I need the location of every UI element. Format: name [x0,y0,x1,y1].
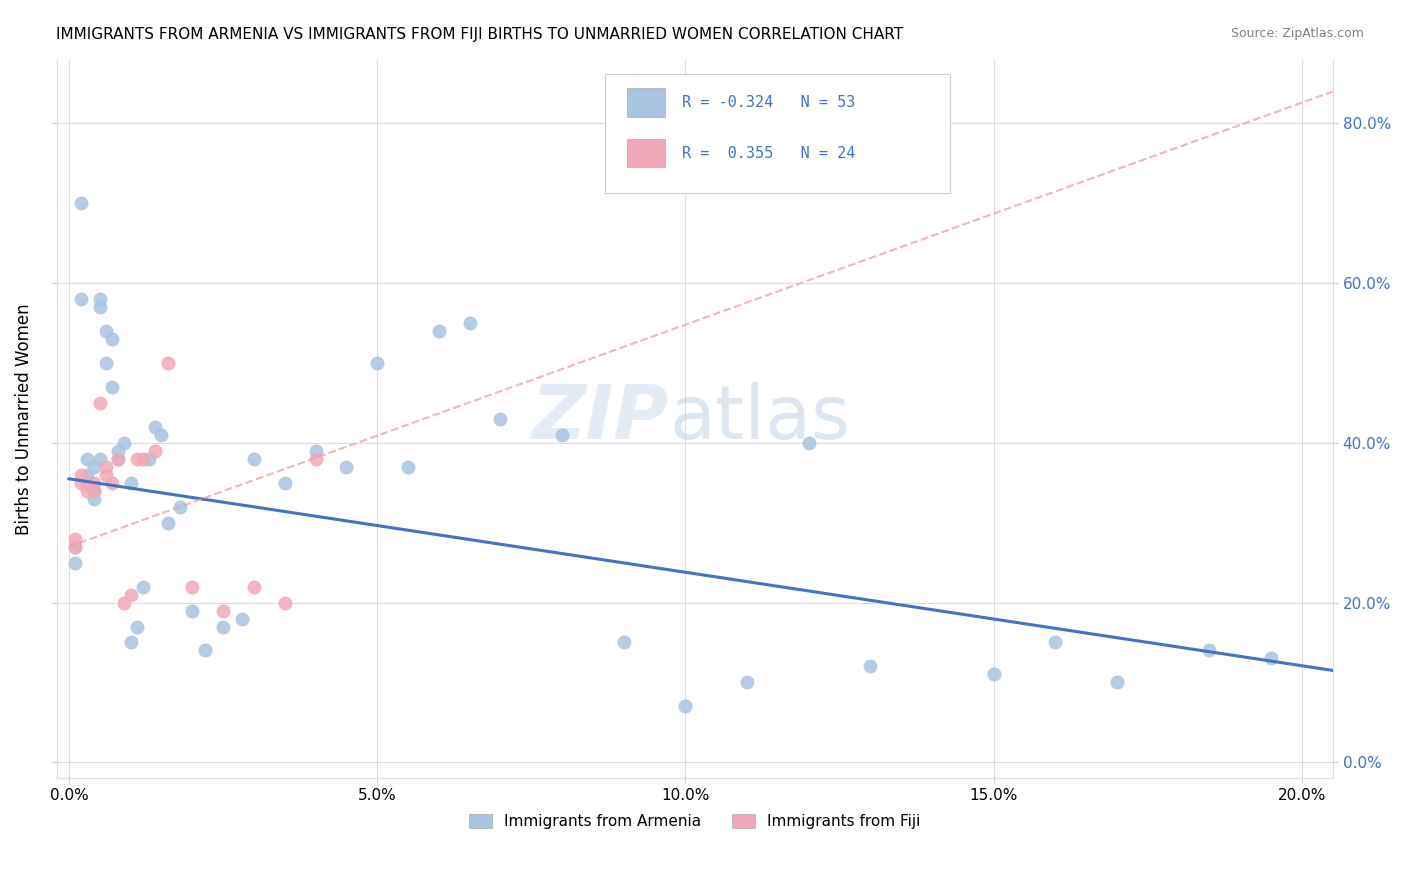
Point [489,412,512,426]
Point [83,459,105,474]
Point [94,459,117,474]
Point [1260,651,1282,665]
Point [63,540,86,554]
Point [76,475,98,490]
Point [125,619,148,633]
Point [396,459,419,474]
Point [212,603,235,617]
Point [120,475,142,490]
Point [181,580,204,594]
Point [181,603,204,617]
Point [797,435,820,450]
Point [1045,635,1067,649]
Point [112,596,135,610]
Point [89,451,111,466]
Point [613,635,636,649]
Point [76,451,98,466]
Point [138,451,160,466]
Point [112,435,135,450]
FancyBboxPatch shape [606,74,950,193]
Point [83,483,105,498]
Point [366,356,388,370]
Point [156,516,179,530]
Point [120,588,142,602]
Point [304,451,326,466]
Point [101,332,124,346]
Point [94,324,117,338]
Point [83,483,105,498]
Point [70,475,93,490]
Point [274,475,297,490]
Point [243,451,266,466]
Y-axis label: Births to Unmarried Women: Births to Unmarried Women [15,303,32,534]
Point [107,443,129,458]
Point [83,491,105,506]
Point [70,292,93,306]
Point [132,451,155,466]
Point [125,451,148,466]
Point [107,451,129,466]
Point [70,196,93,211]
Text: IMMIGRANTS FROM ARMENIA VS IMMIGRANTS FROM FIJI BIRTHS TO UNMARRIED WOMEN CORREL: IMMIGRANTS FROM ARMENIA VS IMMIGRANTS FR… [56,27,904,42]
Point [94,467,117,482]
Point [169,500,191,514]
Point [156,356,179,370]
Text: Source: ZipAtlas.com: Source: ZipAtlas.com [1230,27,1364,40]
Point [1198,643,1220,657]
Text: ZIP: ZIP [531,383,669,456]
Point [63,532,86,546]
Point [94,356,117,370]
Point [76,483,98,498]
Point [70,467,93,482]
Point [150,428,173,442]
Point [143,420,166,434]
Point [212,619,235,633]
Point [551,428,574,442]
Point [76,467,98,482]
Point [427,324,450,338]
Point [675,699,697,714]
FancyBboxPatch shape [627,138,665,168]
Point [859,659,882,673]
Point [89,396,111,410]
Point [101,475,124,490]
Point [89,292,111,306]
FancyBboxPatch shape [627,88,665,117]
Point [231,611,253,625]
Text: atlas: atlas [669,383,851,456]
Point [63,540,86,554]
Point [83,475,105,490]
Point [983,667,1005,681]
Point [63,556,86,570]
Point [143,443,166,458]
Point [132,580,155,594]
Point [101,380,124,394]
Point [274,596,297,610]
Point [458,316,481,330]
Point [735,675,758,690]
Point [76,475,98,490]
Text: R =  0.355   N = 24: R = 0.355 N = 24 [682,145,855,161]
Point [243,580,266,594]
Point [304,443,326,458]
Point [107,451,129,466]
Point [89,300,111,314]
Legend: Immigrants from Armenia, Immigrants from Fiji: Immigrants from Armenia, Immigrants from… [463,808,927,835]
Point [1105,675,1128,690]
Point [193,643,215,657]
Text: R = -0.324   N = 53: R = -0.324 N = 53 [682,95,855,111]
Point [335,459,357,474]
Point [120,635,142,649]
